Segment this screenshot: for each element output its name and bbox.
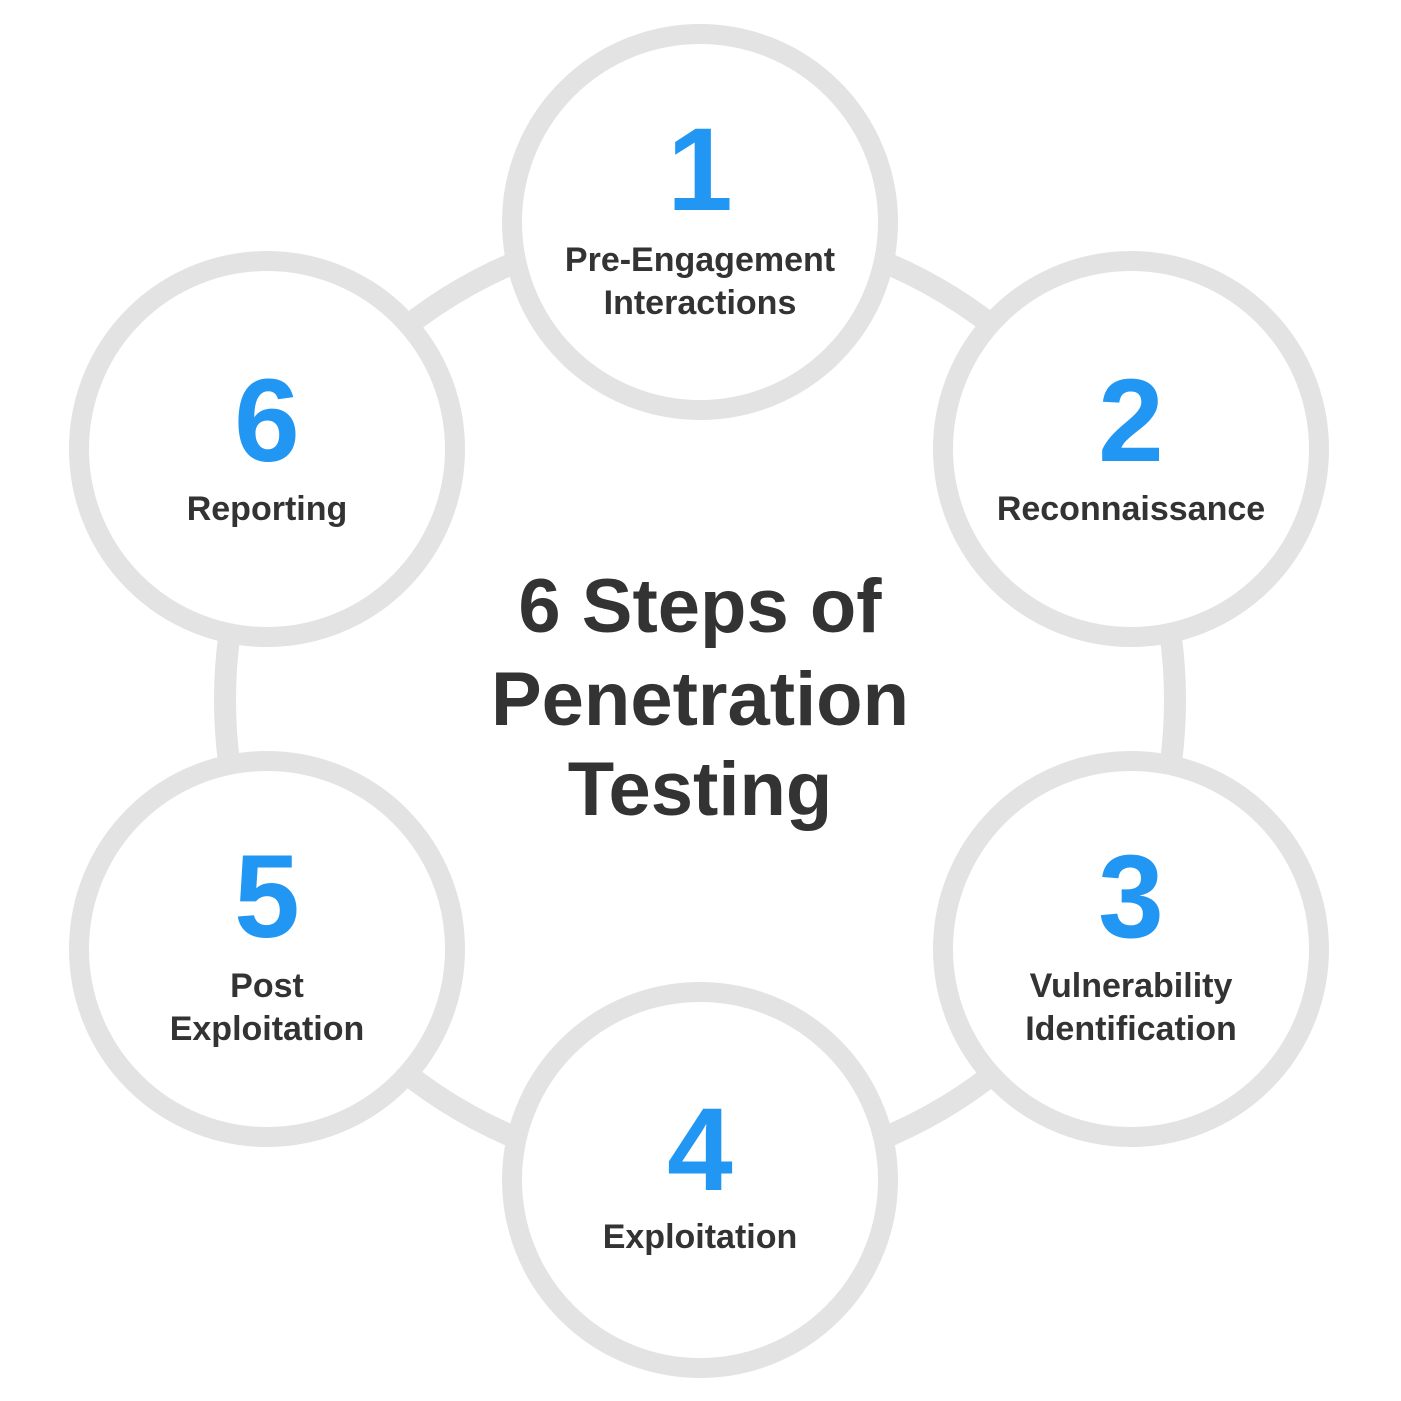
step-circle — [502, 24, 898, 420]
step-label-line-1: Post — [230, 967, 304, 1005]
step-node-4: 4 Exploitation — [502, 982, 898, 1378]
step-label-line-1: Reconnaissance — [997, 490, 1265, 528]
step-circle — [933, 251, 1329, 647]
step-number: 1 — [667, 104, 733, 236]
step-label-line-1: Reporting — [187, 490, 348, 528]
step-node-3: 3 Vulnerability Identification — [933, 751, 1329, 1147]
step-label-line-1: Vulnerability — [1030, 967, 1233, 1005]
step-label-line-1: Exploitation — [603, 1218, 798, 1256]
step-label-line-2: Identification — [1025, 1010, 1237, 1048]
step-node-1: 1 Pre-Engagement Interactions — [502, 24, 898, 420]
step-circle — [502, 982, 898, 1378]
step-circle — [69, 251, 465, 647]
step-circle — [933, 751, 1329, 1147]
step-number: 6 — [234, 355, 300, 487]
step-number: 5 — [234, 831, 300, 963]
title-line-2: Penetration — [491, 657, 909, 742]
step-label-line-1: Pre-Engagement — [565, 241, 835, 279]
step-number: 3 — [1098, 831, 1164, 963]
step-circle — [69, 751, 465, 1147]
step-node-6: 6 Reporting — [69, 251, 465, 647]
step-number: 2 — [1098, 355, 1164, 487]
center-title: 6 Steps of Penetration Testing — [491, 564, 909, 832]
title-line-3: Testing — [568, 747, 833, 832]
step-node-5: 5 Post Exploitation — [69, 751, 465, 1147]
step-number: 4 — [667, 1084, 733, 1216]
step-node-2: 2 Reconnaissance — [933, 251, 1329, 647]
step-label-line-2: Exploitation — [170, 1010, 365, 1048]
step-label-line-2: Interactions — [604, 284, 797, 322]
title-line-1: 6 Steps of — [518, 564, 882, 649]
